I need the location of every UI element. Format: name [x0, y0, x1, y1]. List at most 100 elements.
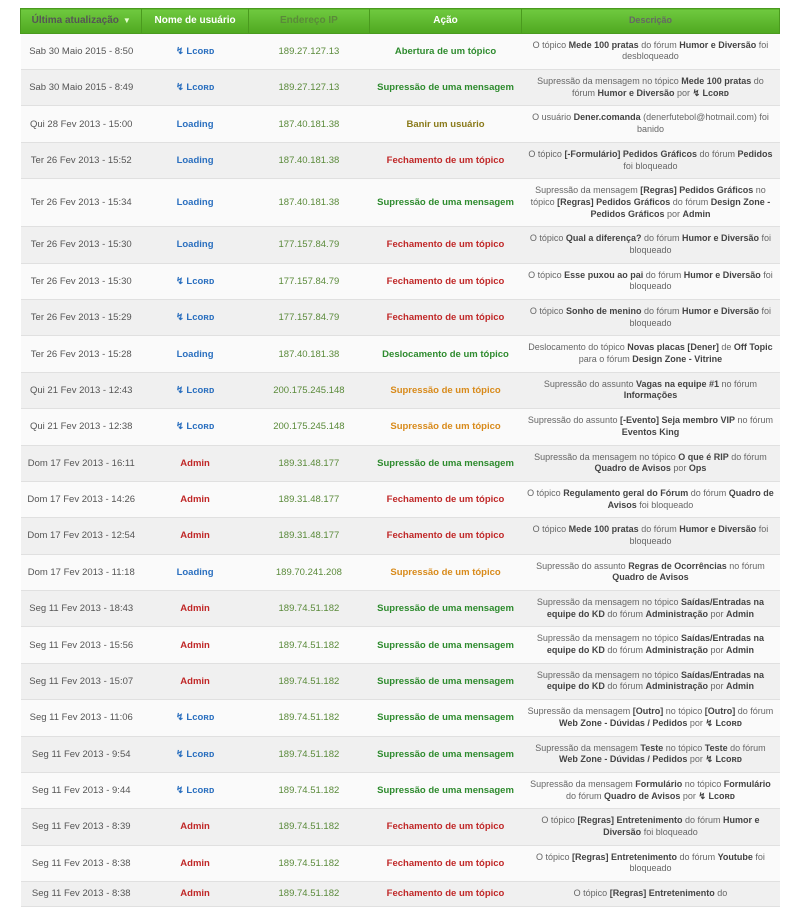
cell-ip: 189.74.51.182 — [248, 845, 369, 881]
table-row: Seg 11 Fev 2013 - 8:38Admin189.74.51.182… — [21, 845, 780, 881]
cell-action: Supressão de uma mensagem — [370, 70, 522, 106]
cell-action: Fechamento de um tópico — [370, 882, 522, 907]
cell-action: Fechamento de um tópico — [370, 263, 522, 299]
user-link[interactable]: ↯ Lᴄᴏʀᴅ — [176, 785, 215, 796]
cell-user: Admin — [142, 591, 248, 627]
user-link[interactable]: Admin — [180, 858, 210, 869]
cell-date: Seg 11 Fev 2013 - 8:39 — [21, 809, 142, 845]
header-action[interactable]: Ação — [370, 9, 522, 34]
table-row: Seg 11 Fev 2013 - 15:07Admin189.74.51.18… — [21, 663, 780, 699]
header-ip[interactable]: Endereço IP — [248, 9, 369, 34]
table-row: Seg 11 Fev 2013 - 9:54↯ Lᴄᴏʀᴅ189.74.51.1… — [21, 736, 780, 772]
table-row: Ter 26 Fev 2013 - 15:30↯ Lᴄᴏʀᴅ177.157.84… — [21, 263, 780, 299]
cell-ip: 189.74.51.182 — [248, 772, 369, 808]
table-row: Qui 21 Fev 2013 - 12:38↯ Lᴄᴏʀᴅ200.175.24… — [21, 409, 780, 445]
user-link[interactable]: Admin — [180, 888, 210, 899]
user-link[interactable]: Loading — [177, 239, 214, 250]
cell-desc: Supressão da mensagem [Regras] Pedidos G… — [521, 179, 779, 227]
user-link[interactable]: Admin — [180, 821, 210, 832]
table-row: Dom 17 Fev 2013 - 14:26 Admin 189.31.48.17… — [21, 481, 780, 517]
user-link[interactable]: ↯ Lᴄᴏʀᴅ — [176, 312, 215, 323]
cell-desc: O tópico Regulamento geral do Fórum do f… — [521, 481, 779, 517]
user-link[interactable]: ↯ Lᴄᴏʀᴅ — [176, 46, 215, 57]
user-link[interactable]: Loading — [177, 349, 214, 360]
cell-ip: 189.74.51.182 — [248, 809, 369, 845]
cell-desc: O tópico Qual a diferença? do fórum Humo… — [521, 227, 779, 263]
cell-ip: 189.74.51.182 — [248, 663, 369, 699]
cell-desc: O tópico Sonho de menino do fórum Humor … — [521, 300, 779, 336]
cell-date: Seg 11 Fev 2013 - 18:43 — [21, 591, 142, 627]
cell-date: Sab 30 Maio 2015 - 8:50 — [21, 33, 142, 69]
table-row: Ter 26 Fev 2013 - 15:28Loading187.40.181… — [21, 336, 780, 372]
cell-desc: Supressão do assunto [-Evento] Seja memb… — [521, 409, 779, 445]
cell-user: ↯ Lᴄᴏʀᴅ — [142, 409, 248, 445]
cell-date: Qui 21 Fev 2013 - 12:38 — [21, 409, 142, 445]
cell-ip: 187.40.181.38 — [248, 106, 369, 142]
cell-user: Loading — [142, 179, 248, 227]
user-link[interactable]: Loading — [177, 155, 214, 166]
cell-ip: 200.175.245.148 — [248, 372, 369, 408]
cell-desc: O tópico Mede 100 pratas do fórum Humor … — [521, 33, 779, 69]
user-link[interactable]: Loading — [177, 567, 214, 578]
header-user[interactable]: Nome de usuário — [142, 9, 248, 34]
user-link[interactable]: Admin — [180, 494, 210, 505]
user-link[interactable]: Admin — [180, 676, 210, 687]
cell-date: Qui 21 Fev 2013 - 12:43 — [21, 372, 142, 408]
table-row: Ter 26 Fev 2013 - 15:52 Loading 187.40.181… — [21, 142, 780, 178]
user-link[interactable]: Loading — [177, 197, 214, 208]
cell-user: Admin — [142, 663, 248, 699]
cell-ip: 187.40.181.38 — [248, 142, 369, 178]
cell-user: Admin — [142, 481, 248, 517]
user-link[interactable]: ↯ Lᴄᴏʀᴅ — [176, 421, 215, 432]
cell-desc: O tópico [Regras] Entretenimento do — [521, 882, 779, 907]
user-link[interactable]: ↯ Lᴄᴏʀᴅ — [176, 276, 215, 287]
cell-desc: Supressão da mensagem no tópico Mede 100… — [521, 70, 779, 106]
user-link[interactable]: Admin — [180, 458, 210, 469]
cell-user: Loading — [142, 106, 248, 142]
cell-user: Loading — [142, 142, 248, 178]
cell-action: Abertura de um tópico — [370, 33, 522, 69]
cell-action: Supressão de uma mensagem — [370, 736, 522, 772]
cell-date: Seg 11 Fev 2013 - 9:44 — [21, 772, 142, 808]
cell-ip: 189.74.51.182 — [248, 627, 369, 663]
cell-action: Supressão de uma mensagem — [370, 591, 522, 627]
cell-date: Seg 11 Fev 2013 - 11:06 — [21, 700, 142, 736]
cell-ip: 189.31.48.177 — [248, 481, 369, 517]
user-link[interactable]: ↯ Lᴄᴏʀᴅ — [176, 385, 215, 396]
cell-date: Dom 17 Fev 2013 - 11:18 — [21, 554, 142, 590]
cell-date: Ter 26 Fev 2013 - 15:30 — [21, 263, 142, 299]
header-date[interactable]: Última atualização▼ — [21, 9, 142, 34]
table-row: Qui 21 Fev 2013 - 12:43 ↯ Lᴄᴏʀᴅ 200.175.24… — [21, 372, 780, 408]
cell-desc: Supressão da mensagem no tópico Saídas/E… — [521, 591, 779, 627]
table-row: Sab 30 Maio 2015 - 8:50↯ Lᴄᴏʀᴅ189.27.127… — [21, 33, 780, 69]
cell-action: Fechamento de um tópico — [370, 518, 522, 554]
cell-desc: Supressão do assunto Vagas na equipe #1 … — [521, 372, 779, 408]
user-link[interactable]: ↯ Lᴄᴏʀᴅ — [176, 712, 215, 723]
cell-action: Supressão de uma mensagem — [370, 663, 522, 699]
cell-desc: O tópico [-Formulário] Pedidos Gráficos … — [521, 142, 779, 178]
table-row: Sab 30 Maio 2015 - 8:49↯ Lᴄᴏʀᴅ189.27.127… — [21, 70, 780, 106]
user-link[interactable]: Admin — [180, 603, 210, 614]
cell-action: Fechamento de um tópico — [370, 809, 522, 845]
cell-action: Fechamento de um tópico — [370, 142, 522, 178]
user-link[interactable]: Loading — [177, 119, 214, 130]
cell-date: Dom 17 Fev 2013 - 14:26 — [21, 481, 142, 517]
cell-date: Ter 26 Fev 2013 - 15:28 — [21, 336, 142, 372]
header-desc[interactable]: Descrição — [521, 9, 779, 34]
table-row: Seg 11 Fev 2013 - 9:44 ↯ Lᴄᴏʀᴅ 189.74.51.1… — [21, 772, 780, 808]
table-row: Ter 26 Fev 2013 - 15:34Loading187.40.181… — [21, 179, 780, 227]
cell-date: Ter 26 Fev 2013 - 15:52 — [21, 142, 142, 178]
user-link[interactable]: ↯ Lᴄᴏʀᴅ — [176, 749, 215, 760]
cell-date: Seg 11 Fev 2013 - 15:56 — [21, 627, 142, 663]
user-link[interactable]: Admin — [180, 530, 210, 541]
cell-date: Dom 17 Fev 2013 - 12:54 — [21, 518, 142, 554]
table-row: Seg 11 Fev 2013 - 8:38Admin189.74.51.182… — [21, 882, 780, 907]
user-link[interactable]: Admin — [180, 640, 210, 651]
cell-ip: 189.31.48.177 — [248, 518, 369, 554]
table-row: Dom 17 Fev 2013 - 11:18Loading189.70.241… — [21, 554, 780, 590]
cell-action: Supressão de uma mensagem — [370, 627, 522, 663]
cell-desc: O usuário Dener.comanda (denerfutebol@ho… — [521, 106, 779, 142]
user-link[interactable]: ↯ Lᴄᴏʀᴅ — [176, 82, 215, 93]
cell-user: ↯ Lᴄᴏʀᴅ — [142, 263, 248, 299]
cell-action: Supressão de uma mensagem — [370, 772, 522, 808]
